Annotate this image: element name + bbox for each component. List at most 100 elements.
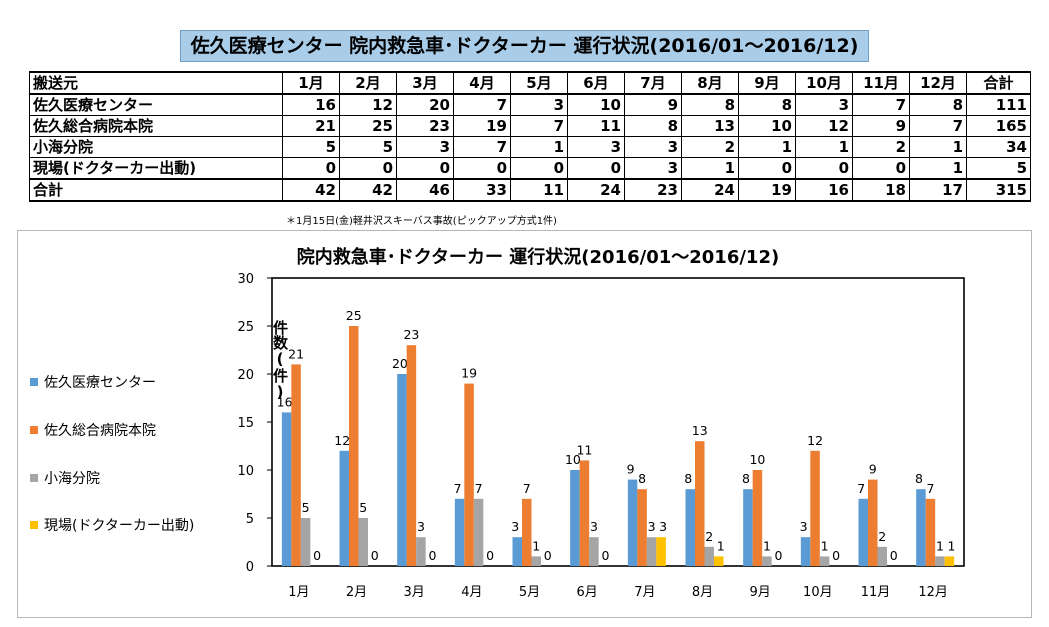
- bar: [695, 441, 705, 566]
- column-header: 4月: [453, 71, 511, 95]
- data-label: 20: [392, 356, 408, 371]
- summary-table: 搬送元 1月 2月 3月 4月 5月 6月 7月 8月 9月 10月 11月 1…: [29, 71, 1031, 202]
- y-tick-label: 15: [237, 416, 254, 431]
- x-tick-label: 1月: [288, 585, 309, 600]
- table-cell: 23: [624, 178, 682, 202]
- column-header: 9月: [738, 71, 796, 95]
- column-header: 2月: [339, 71, 397, 95]
- table-cell: 8: [624, 115, 682, 137]
- data-label: 1: [947, 538, 955, 553]
- table-cell: 0: [510, 157, 568, 180]
- column-header: 6月: [567, 71, 625, 95]
- data-label: 7: [475, 481, 483, 496]
- bar: [925, 498, 936, 566]
- bar: [868, 479, 878, 566]
- bar: [810, 450, 820, 566]
- table-cell: 0: [567, 157, 625, 180]
- bar: [714, 556, 724, 566]
- data-label: 8: [915, 471, 923, 486]
- table-cell: 5: [339, 136, 397, 158]
- table-cell: 9: [852, 115, 910, 137]
- table-cell: 0: [453, 157, 511, 180]
- table-cell: 0: [339, 157, 397, 180]
- legend-swatch: [30, 378, 38, 386]
- data-label: 12: [807, 433, 823, 448]
- column-header: 搬送元: [29, 71, 283, 95]
- data-label: 5: [359, 500, 367, 515]
- table-cell: 13: [681, 115, 739, 137]
- table-cell: 3: [624, 136, 682, 158]
- data-label: 7: [523, 481, 531, 496]
- legend-swatch: [30, 521, 38, 529]
- table-cell: 24: [567, 178, 625, 202]
- data-label: 19: [461, 366, 477, 381]
- data-label: 9: [627, 462, 635, 477]
- bar: [454, 498, 465, 566]
- bar: [877, 546, 887, 566]
- table-cell: 3: [795, 93, 853, 116]
- legend-swatch: [30, 474, 38, 482]
- table-cell: 165: [966, 115, 1031, 137]
- x-tick-label: 12月: [918, 585, 948, 600]
- data-label: 5: [302, 500, 310, 515]
- data-label: 10: [565, 452, 581, 467]
- table-header-row: 搬送元 1月 2月 3月 4月 5月 6月 7月 8月 9月 10月 11月 1…: [29, 71, 1031, 95]
- legend-label: 佐久総合病院本院: [44, 423, 156, 439]
- table-cell: 8: [738, 93, 796, 116]
- data-label: 3: [648, 519, 656, 534]
- x-tick-label: 9月: [750, 585, 771, 600]
- data-label: 12: [334, 433, 350, 448]
- bar: [800, 537, 811, 566]
- data-label: 3: [800, 519, 808, 534]
- table-cell: 7: [852, 93, 910, 116]
- y-tick-label: 10: [237, 464, 254, 479]
- table-cell: 0: [282, 157, 340, 180]
- chart-title: 院内救急車･ドクターカー 運行状況(2016/01～2016/12): [297, 246, 779, 268]
- row-label: 小海分院: [29, 136, 283, 158]
- data-label: 0: [428, 548, 436, 563]
- x-tick-label: 8月: [692, 585, 713, 600]
- data-label: 25: [346, 308, 362, 323]
- table-cell: 11: [510, 178, 568, 202]
- data-label: 0: [486, 548, 494, 563]
- row-label: 佐久医療センター: [29, 93, 283, 116]
- chart-frame: 院内救急車･ドクターカー 運行状況(2016/01～2016/12) 件数(件)…: [17, 230, 1032, 618]
- table-row: 小海分院 5 5 3 7 1 3 3 2 1 1 2 1 34: [29, 136, 1031, 158]
- table-cell: 24: [681, 178, 739, 202]
- data-label: 0: [313, 548, 321, 563]
- x-tick-label: 6月: [577, 585, 598, 600]
- row-label: 佐久総合病院本院: [29, 115, 283, 137]
- bar: [916, 489, 926, 566]
- bar: [944, 556, 955, 566]
- bar: [819, 556, 830, 566]
- table-row: 現場(ドクターカー出動) 0 0 0 0 0 0 3 1 0 0 0 1 5: [29, 157, 1031, 180]
- table-cell: 315: [966, 178, 1031, 202]
- table-cell: 0: [396, 157, 454, 180]
- x-tick-label: 3月: [404, 585, 425, 600]
- bar: [704, 546, 714, 566]
- table-cell: 12: [795, 115, 853, 137]
- bar: [339, 450, 349, 566]
- x-tick-label: 2月: [346, 585, 367, 600]
- column-header: 3月: [396, 71, 454, 95]
- table-cell: 33: [453, 178, 511, 202]
- table-cell: 16: [282, 93, 340, 116]
- table-cell: 3: [396, 136, 454, 158]
- column-header: 11月: [852, 71, 910, 95]
- column-header: 12月: [909, 71, 967, 95]
- x-tick-label: 10月: [803, 585, 833, 600]
- bar: [464, 383, 474, 566]
- table-cell: 8: [909, 93, 967, 116]
- table-cell: 42: [282, 178, 340, 202]
- data-label: 0: [601, 548, 609, 563]
- data-label: 2: [878, 529, 886, 544]
- column-header: 合計: [966, 71, 1031, 95]
- table-cell: 1: [738, 136, 796, 158]
- data-label: 3: [590, 519, 598, 534]
- data-label: 10: [749, 452, 765, 467]
- table-cell: 18: [852, 178, 910, 202]
- data-label: 16: [277, 394, 293, 409]
- data-label: 0: [371, 548, 379, 563]
- data-label: 1: [717, 538, 725, 553]
- bar: [656, 537, 666, 566]
